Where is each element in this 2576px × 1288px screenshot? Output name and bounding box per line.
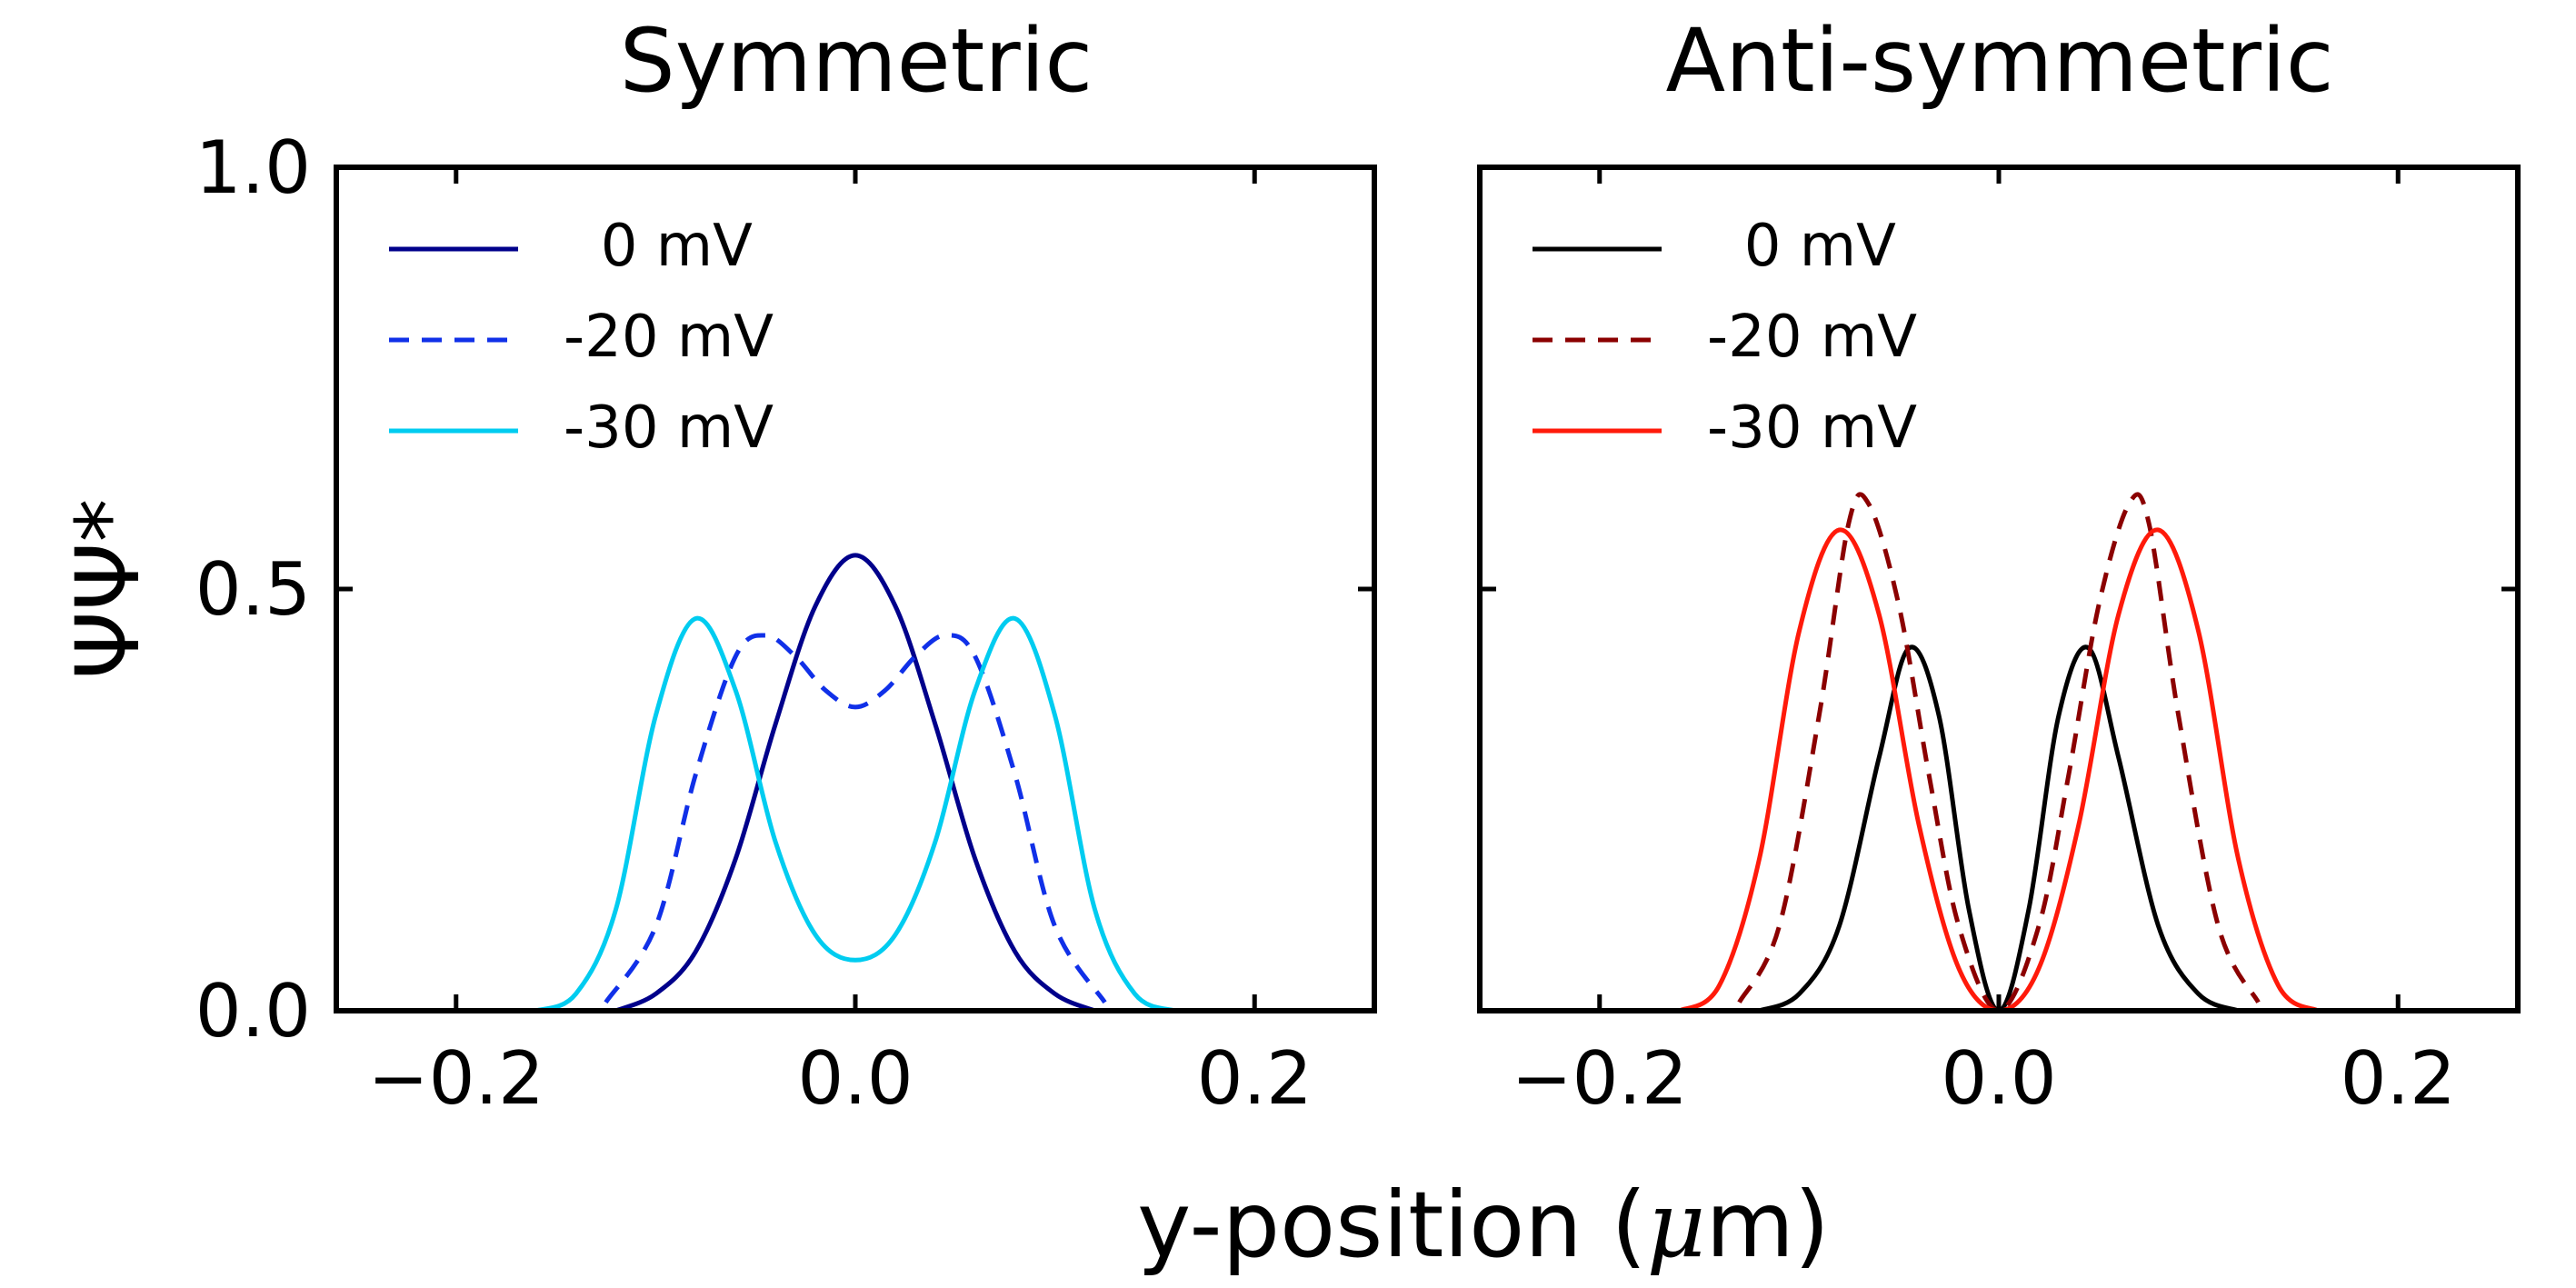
panel-title-antisymmetric: Anti-symmetric	[1666, 10, 2334, 112]
series-layer-antisymmetric	[1678, 492, 2320, 1013]
x-tick-label: −0.2	[368, 1036, 544, 1121]
plot-frame-symmetric	[334, 165, 1377, 1013]
legend-label-minus30mV: -30 mV	[564, 394, 774, 462]
plot-frame-antisymmetric	[1477, 165, 2521, 1013]
x-axis-label-end: m)	[1705, 1172, 1829, 1278]
x-tick-label: 0.2	[1197, 1036, 1313, 1121]
legend-antisymmetric: 0 mV -20 mV -30 mV	[1533, 213, 1917, 462]
series-line-0-mvmv	[1758, 644, 2240, 1013]
legend-label-minus30mV: -30 mV	[1707, 394, 1917, 462]
legend-label-0mV: 0 mV	[564, 213, 753, 280]
y-tick-label: 0.5	[195, 547, 311, 632]
series-line-20-mvmv	[604, 633, 1107, 1004]
x-axis-label-main: y-position (	[1137, 1172, 1646, 1278]
x-tick-label: 0.0	[1941, 1036, 2056, 1121]
series-layer-symmetric	[534, 553, 1176, 1013]
x-tick-label: 0.0	[797, 1036, 913, 1121]
legend-label-minus20mV: -20 mV	[1707, 304, 1917, 371]
legend-label-minus20mV: -20 mV	[564, 304, 774, 371]
series-line-20-mvmv	[1737, 492, 2261, 1013]
series-line-0-mvmv	[614, 553, 1096, 1013]
ticks-layer-symmetric: −0.2 0.0 0.2 0.0 0.5 1.0	[195, 125, 1374, 1121]
legend-symmetric: 0 mV -20 mV -30 mV	[389, 213, 774, 462]
y-tick-label: 0.0	[195, 969, 311, 1053]
y-tick-label: 1.0	[195, 125, 311, 210]
legend-label-0mV: 0 mV	[1707, 213, 1896, 280]
panel-antisymmetric: Anti-symmetric −0.2 0.0 0.2 0 mV -20 mV -3…	[1477, 10, 2521, 1121]
series-line-30-mvmv	[534, 615, 1176, 1013]
x-tick-label: −0.2	[1512, 1036, 1688, 1121]
x-axis-label-mu: μ	[1646, 1172, 1705, 1278]
panel-symmetric: Symmetric −0.2 0.0 0.2 0.0 0.5 1.0 0 mV -20 m…	[195, 10, 1377, 1121]
ticks-layer-antisymmetric: −0.2 0.0 0.2	[1480, 165, 2518, 1121]
y-axis-label: ΨΨ*	[57, 498, 159, 679]
panel-title-symmetric: Symmetric	[620, 10, 1093, 112]
x-axis-label: y-position (μm)	[1137, 1172, 1830, 1278]
x-tick-label: 0.2	[2341, 1036, 2456, 1121]
